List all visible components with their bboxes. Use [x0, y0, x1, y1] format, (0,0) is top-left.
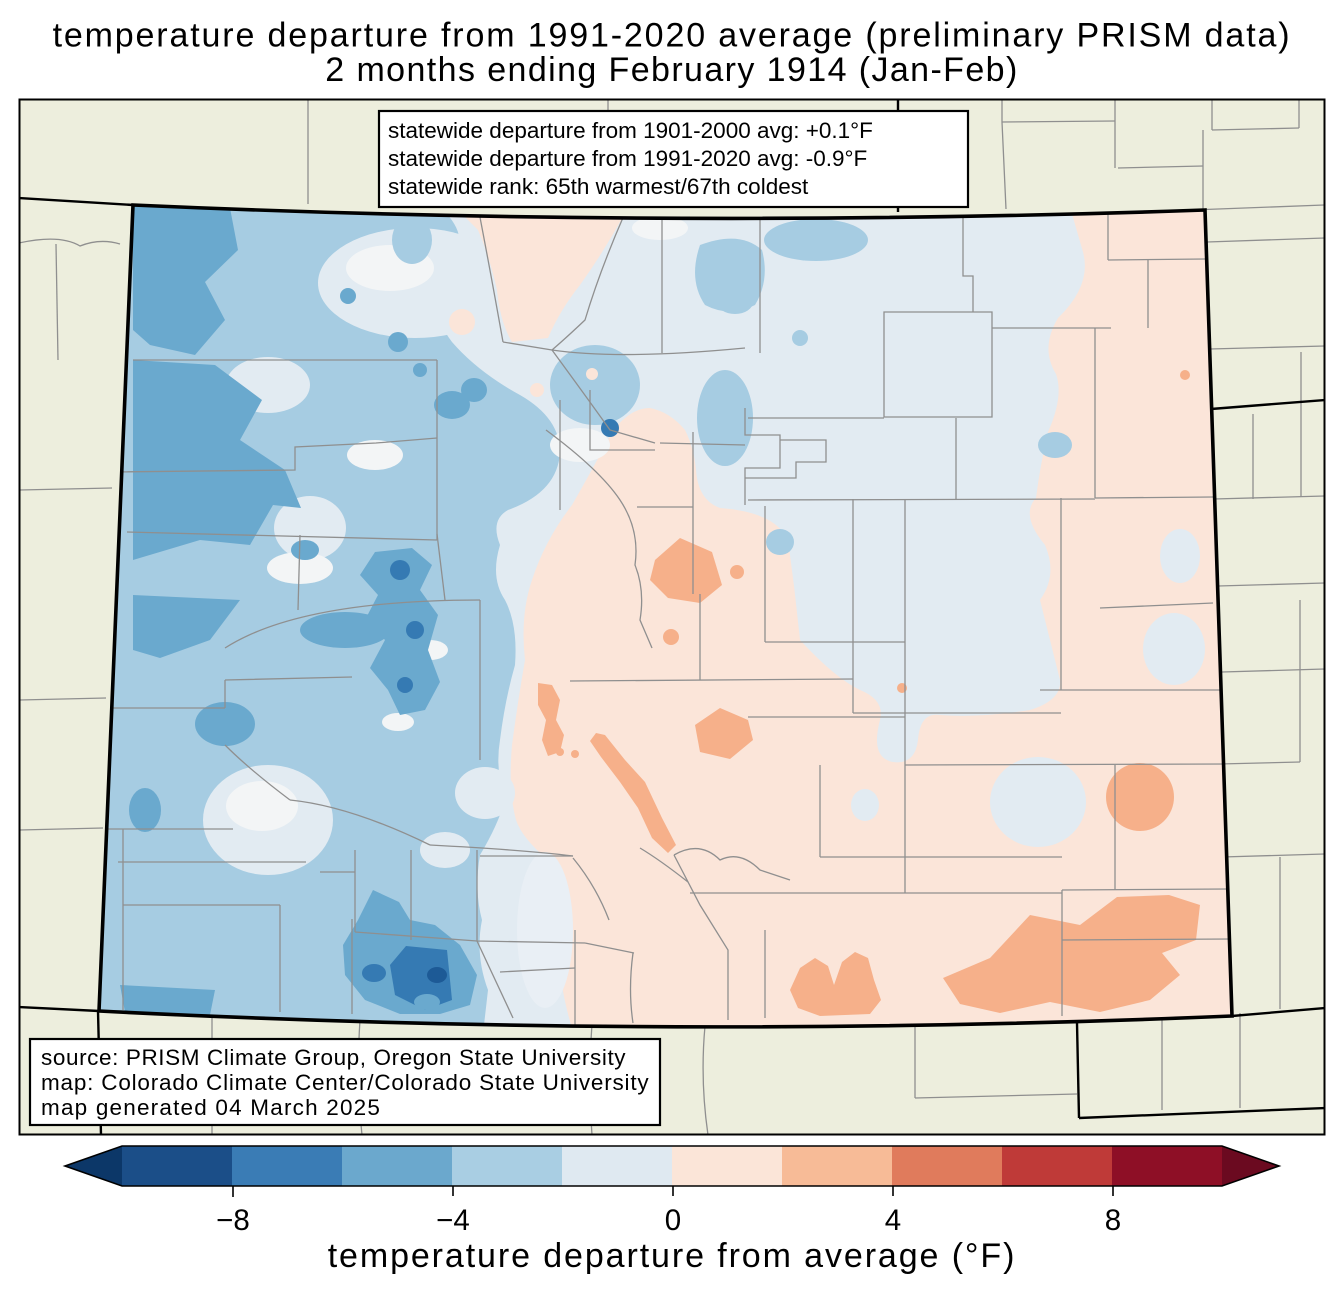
svg-text:0: 0 [665, 1204, 681, 1237]
svg-text:statewide departure from 1901-: statewide departure from 1901-2000 avg: … [388, 118, 873, 143]
svg-text:8: 8 [1105, 1204, 1121, 1237]
svg-text:statewide rank: 65th warmest/6: statewide rank: 65th warmest/67th coldes… [388, 174, 809, 199]
svg-text:4: 4 [885, 1204, 901, 1237]
svg-text:map: Colorado Climate Center/C: map: Colorado Climate Center/Colorado St… [41, 1070, 649, 1095]
svg-text:temperature departure from 199: temperature departure from 1991-2020 ave… [53, 17, 1292, 55]
svg-text:statewide departure from 1991-: statewide departure from 1991-2020 avg: … [388, 146, 867, 171]
svg-text:map generated 04 March 2025: map generated 04 March 2025 [41, 1095, 381, 1120]
svg-text:−8: −8 [216, 1204, 250, 1237]
svg-text:temperature departure from ave: temperature departure from average (°F) [328, 1237, 1017, 1275]
svg-text:−4: −4 [436, 1204, 470, 1237]
svg-text:2 months ending February 1914: 2 months ending February 1914 (Jan-Feb) [325, 51, 1018, 89]
svg-text:source: PRISM Climate Group, O: source: PRISM Climate Group, Oregon Stat… [41, 1045, 626, 1070]
